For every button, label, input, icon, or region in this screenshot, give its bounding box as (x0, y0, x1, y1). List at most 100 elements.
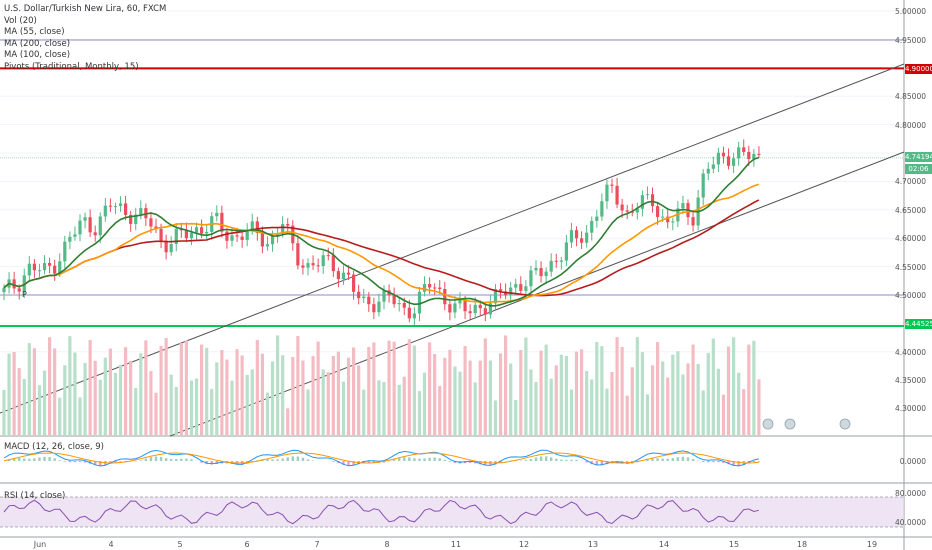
macd-histogram-bar (352, 461, 355, 466)
volume-bar (544, 344, 548, 435)
macd-histogram-bar (752, 461, 756, 463)
volume-bar (301, 360, 305, 435)
candle-body (422, 283, 427, 292)
candle-body (433, 287, 437, 289)
macd-histogram-bar (727, 461, 730, 465)
candle-body (443, 288, 447, 305)
volume-bar (585, 371, 589, 435)
candle-body (605, 184, 609, 202)
volume-bar (524, 337, 528, 435)
candle-body (17, 288, 21, 292)
candle-body (681, 203, 685, 209)
macd-histogram-bar (479, 461, 482, 465)
x-tick: 15 (728, 540, 740, 549)
indicator-ma100[interactable]: MA (100, close) (4, 50, 71, 60)
candle-body (726, 156, 731, 166)
candle-body (711, 164, 715, 169)
candle-body (159, 228, 163, 241)
volume-bar (721, 394, 726, 435)
volume-bar (716, 368, 720, 435)
macd-histogram-bar (712, 461, 715, 463)
volume-bar (260, 353, 264, 435)
volume-bar (428, 342, 432, 435)
volume-bar (225, 359, 229, 435)
volume-bar (691, 344, 695, 435)
candle-body (27, 263, 31, 276)
volume-bar (357, 365, 361, 435)
volume-bar (235, 349, 239, 435)
volume-bar (747, 344, 751, 435)
candle-body (737, 147, 741, 159)
x-tick: 12 (518, 540, 530, 549)
rsi-label[interactable]: RSI (14, close) (4, 491, 66, 501)
macd-histogram-bar (190, 459, 193, 461)
volume-bar (205, 347, 209, 435)
candle-body (230, 235, 234, 241)
volume-bar (362, 389, 366, 435)
volume-bar (443, 357, 447, 435)
volume-bar (493, 400, 498, 435)
indicator-vol[interactable]: Vol (20) (4, 15, 37, 26)
volume-bar (529, 369, 533, 435)
macd-label[interactable]: MACD (12, 26, close, 9) (4, 442, 104, 452)
macd-histogram-bar (575, 459, 578, 461)
candle-body (524, 286, 528, 291)
indicator-ma55[interactable]: MA (55, close) (4, 27, 65, 37)
indicator-ma200[interactable]: MA (200, close) (4, 38, 71, 49)
macd-histogram-bar (301, 457, 305, 461)
candle-body (620, 204, 624, 211)
volume-bar (250, 369, 254, 435)
candle-body (757, 153, 761, 155)
volume-bar (645, 394, 650, 435)
candle-body (509, 287, 513, 296)
volume-bar (382, 382, 386, 435)
macd-histogram-bar (686, 457, 690, 461)
volume-bar (311, 356, 315, 435)
macd-histogram-bar (215, 461, 218, 465)
volume-bar (240, 355, 244, 435)
volume-bar (189, 380, 194, 435)
volume-bar (255, 339, 259, 435)
volume-bar (276, 335, 280, 435)
macd-histogram-bar (671, 458, 674, 461)
macd-histogram-bar (210, 461, 213, 465)
volume-bar (392, 341, 396, 435)
macd-histogram-bar (342, 461, 345, 465)
macd-histogram-bar (423, 458, 426, 461)
volume-bar (737, 372, 741, 435)
volume-bar (488, 360, 492, 435)
candle-body (397, 303, 401, 305)
macd-histogram-bar (605, 461, 609, 465)
y-tick: 4.80000 (894, 121, 926, 130)
rsi-axis-tick-40: 40.0000 (894, 518, 926, 527)
candle-body (716, 152, 720, 165)
candle-body (93, 232, 97, 236)
volume-bar (210, 388, 214, 435)
macd-histogram-bar (175, 458, 178, 461)
candle-body (448, 304, 452, 313)
volume-bar (336, 351, 340, 435)
volume-bar (179, 342, 183, 435)
candle-body (554, 260, 558, 262)
volume-bar (640, 352, 644, 435)
ma200-line (3, 199, 760, 297)
volume-bar (22, 378, 26, 435)
volume-bar (701, 390, 705, 435)
indicator-pivots[interactable]: Pivots (Traditional, Monthly, 15) (4, 61, 139, 72)
candle-body (250, 221, 254, 231)
macd-histogram-bar (403, 457, 406, 461)
macd-histogram-bar (448, 461, 452, 462)
macd-axis-tick: 0.0000 (899, 457, 926, 466)
x-tick: 19 (866, 540, 878, 549)
volume-bar (453, 366, 457, 435)
volume-bar (605, 388, 609, 435)
candle-body (574, 230, 579, 239)
volume-bar (711, 338, 715, 435)
macd-histogram-bar (94, 461, 97, 466)
volume-bar (326, 372, 330, 435)
volume-bar (752, 340, 756, 435)
symbol-title[interactable]: U.S. Dollar/Turkish New Lira, 60, FXCM (4, 4, 167, 14)
candle-body (671, 221, 675, 223)
volume-bar (265, 392, 270, 435)
